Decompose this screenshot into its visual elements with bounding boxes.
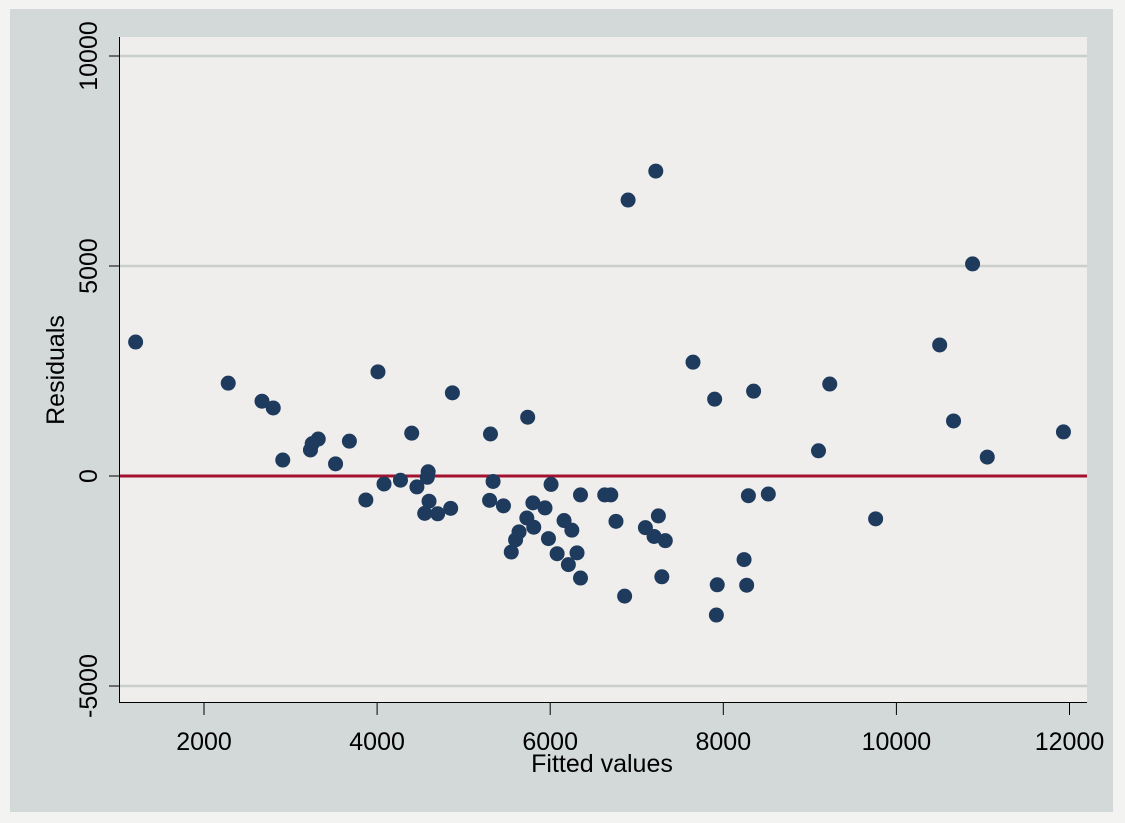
data-point — [572, 487, 588, 503]
data-point — [608, 513, 624, 529]
data-point — [543, 476, 559, 492]
data-point — [392, 472, 408, 488]
x-axis: 2000 4000 6000 8000 10000 12000 — [176, 703, 1104, 756]
data-point — [549, 546, 565, 562]
y-tick-label: -5000 — [75, 654, 103, 718]
data-point — [417, 505, 433, 521]
data-point — [760, 486, 776, 502]
data-point — [265, 400, 281, 416]
x-tick-label: 6000 — [522, 728, 578, 756]
data-point — [685, 354, 701, 370]
x-axis-title: Fitted values — [531, 750, 673, 778]
data-point — [540, 531, 556, 547]
data-point — [525, 495, 541, 511]
gridlines — [120, 54, 1087, 688]
data-point — [444, 385, 460, 401]
data-point — [1055, 424, 1071, 440]
data-point — [603, 487, 619, 503]
data-point — [503, 544, 519, 560]
data-point — [482, 492, 498, 508]
data-point — [657, 533, 673, 549]
data-point — [965, 256, 981, 272]
x-tick-label: 12000 — [1035, 728, 1105, 756]
data-point — [739, 577, 755, 593]
data-point — [537, 500, 553, 516]
y-tick-label: 10000 — [75, 21, 103, 91]
data-point — [620, 192, 636, 208]
data-point — [564, 522, 580, 538]
data-point — [822, 376, 838, 392]
data-point — [654, 569, 670, 585]
data-point — [495, 498, 511, 514]
data-point — [370, 364, 386, 380]
data-point — [511, 524, 527, 540]
data-point — [746, 383, 762, 399]
data-point — [648, 163, 664, 179]
data-point — [341, 433, 357, 449]
data-point — [740, 488, 756, 504]
data-points — [128, 163, 1071, 623]
data-point — [708, 607, 724, 623]
data-point — [868, 511, 884, 527]
data-point — [310, 431, 326, 447]
data-point — [520, 409, 536, 425]
data-point — [420, 464, 436, 480]
data-point — [650, 508, 666, 524]
data-point — [443, 500, 459, 516]
data-point — [404, 425, 420, 441]
data-point — [646, 528, 662, 544]
data-point — [220, 375, 236, 391]
data-point — [946, 413, 962, 429]
data-point — [736, 552, 752, 568]
data-point — [328, 456, 344, 472]
data-point — [376, 476, 392, 492]
data-point — [932, 337, 948, 353]
data-point — [707, 391, 723, 407]
x-tick-label: 8000 — [695, 728, 751, 756]
y-axis: -5000 0 5000 10000 — [75, 21, 119, 718]
y-axis-title: Residuals — [42, 315, 70, 425]
data-point — [569, 545, 585, 561]
x-tick-label: 2000 — [176, 728, 232, 756]
plot-region — [119, 37, 1087, 703]
x-tick-label: 4000 — [349, 728, 405, 756]
y-tick-label: 0 — [75, 469, 103, 483]
data-point — [709, 577, 725, 593]
data-point — [358, 492, 374, 508]
data-point — [572, 570, 588, 586]
data-point — [254, 393, 270, 409]
data-point — [409, 479, 425, 495]
data-point — [128, 334, 144, 350]
y-tick-label: 5000 — [75, 238, 103, 294]
data-point — [811, 443, 827, 459]
x-tick-label: 10000 — [862, 728, 932, 756]
data-point — [421, 493, 437, 509]
data-point — [275, 452, 291, 468]
data-point — [482, 426, 498, 442]
data-point — [979, 449, 995, 465]
data-point — [430, 506, 446, 522]
data-point — [526, 519, 542, 535]
data-point — [560, 557, 576, 573]
data-point — [617, 588, 633, 604]
data-point — [485, 473, 501, 489]
